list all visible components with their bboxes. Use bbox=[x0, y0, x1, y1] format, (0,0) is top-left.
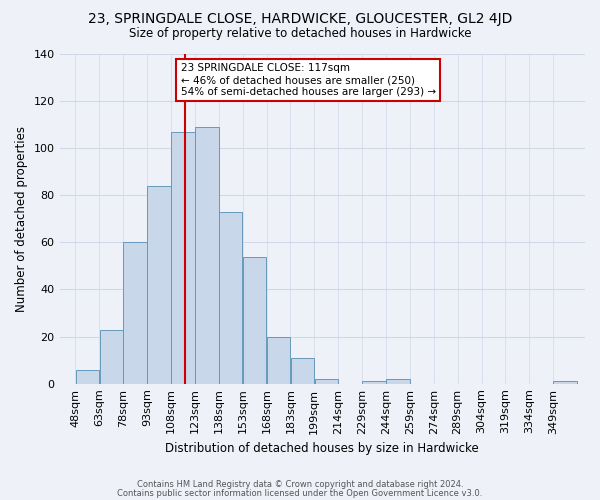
Bar bbox=[553, 382, 577, 384]
Bar bbox=[195, 127, 218, 384]
Bar bbox=[100, 330, 123, 384]
Bar bbox=[76, 370, 99, 384]
Bar bbox=[386, 379, 410, 384]
Bar bbox=[171, 132, 194, 384]
Text: Size of property relative to detached houses in Hardwicke: Size of property relative to detached ho… bbox=[129, 28, 471, 40]
Text: 23 SPRINGDALE CLOSE: 117sqm
← 46% of detached houses are smaller (250)
54% of se: 23 SPRINGDALE CLOSE: 117sqm ← 46% of det… bbox=[181, 64, 436, 96]
Bar bbox=[148, 186, 171, 384]
Y-axis label: Number of detached properties: Number of detached properties bbox=[15, 126, 28, 312]
Bar bbox=[124, 242, 147, 384]
Text: Contains public sector information licensed under the Open Government Licence v3: Contains public sector information licen… bbox=[118, 488, 482, 498]
Bar bbox=[243, 256, 266, 384]
X-axis label: Distribution of detached houses by size in Hardwicke: Distribution of detached houses by size … bbox=[166, 442, 479, 455]
Text: Contains HM Land Registry data © Crown copyright and database right 2024.: Contains HM Land Registry data © Crown c… bbox=[137, 480, 463, 489]
Bar bbox=[219, 212, 242, 384]
Bar bbox=[362, 382, 386, 384]
Bar bbox=[267, 336, 290, 384]
Text: 23, SPRINGDALE CLOSE, HARDWICKE, GLOUCESTER, GL2 4JD: 23, SPRINGDALE CLOSE, HARDWICKE, GLOUCES… bbox=[88, 12, 512, 26]
Bar bbox=[314, 379, 338, 384]
Bar bbox=[290, 358, 314, 384]
